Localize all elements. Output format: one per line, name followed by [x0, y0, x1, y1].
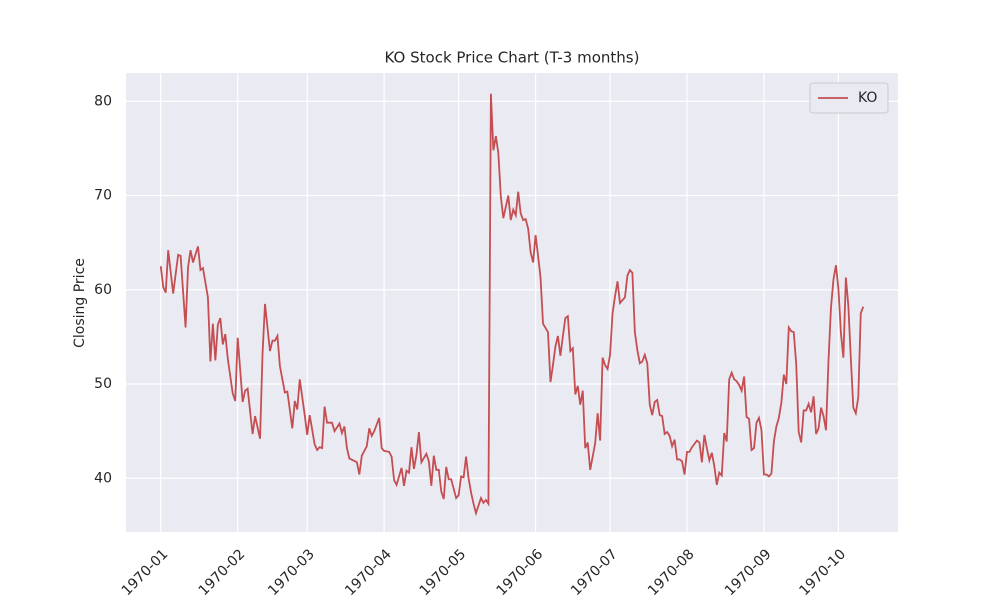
x-tick-label: 1970-04: [342, 546, 395, 599]
y-tick-label: 60: [94, 282, 112, 298]
chart-title: KO Stock Price Chart (T-3 months): [385, 49, 640, 67]
y-tick-label: 50: [94, 376, 112, 392]
x-tick-label: 1970-06: [494, 546, 547, 599]
x-tick-label: 1970-08: [645, 546, 698, 599]
y-tick-label: 40: [94, 470, 112, 486]
x-tick-label: 1970-01: [119, 546, 172, 599]
x-tick-label: 1970-09: [722, 546, 775, 599]
x-tick-label: 1970-02: [196, 546, 249, 599]
x-tick-label: 1970-03: [265, 546, 318, 599]
y-tick-label: 70: [94, 188, 112, 204]
x-tick-label: 1970-05: [417, 546, 470, 599]
plot-area: [126, 73, 898, 532]
legend-box: [809, 82, 889, 114]
y-axis-label: Closing Price: [72, 258, 88, 348]
x-tick-label: 1970-10: [796, 546, 849, 599]
x-tick-label: 1970-07: [568, 546, 621, 599]
legend-label: KO: [858, 90, 877, 106]
line: [159, 93, 865, 517]
y-tick-label: 80: [94, 93, 112, 109]
